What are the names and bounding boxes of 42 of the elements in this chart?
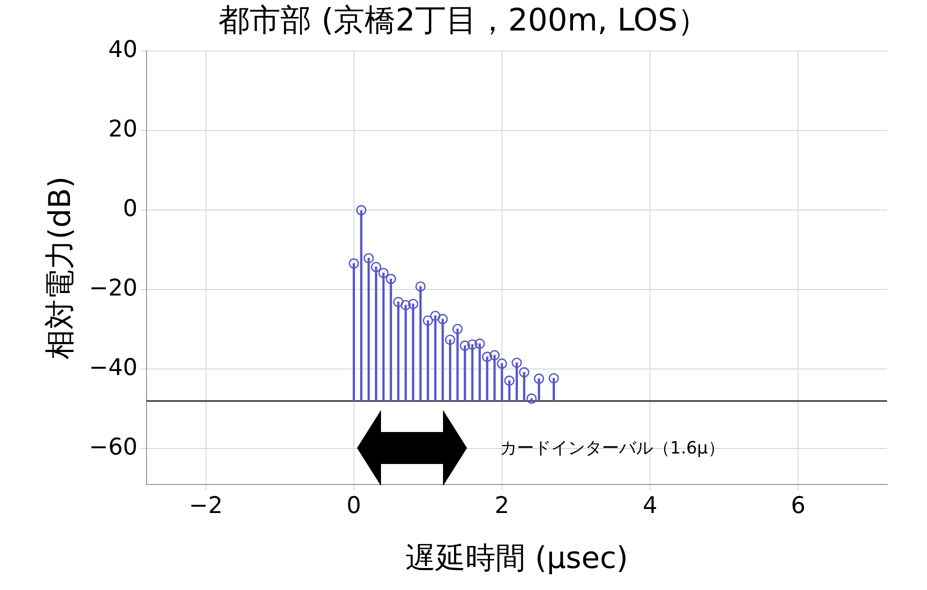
point bbox=[504, 376, 515, 386]
point bbox=[452, 324, 463, 334]
x-tick-label: −2 bbox=[188, 493, 223, 520]
point bbox=[356, 205, 366, 216]
point bbox=[430, 310, 440, 322]
point bbox=[519, 367, 530, 378]
point bbox=[482, 352, 492, 362]
y-tick-label: −60 bbox=[88, 434, 138, 461]
point bbox=[444, 334, 456, 345]
point bbox=[364, 253, 374, 264]
y-axis-title: 相対電力(dB) bbox=[42, 176, 78, 360]
point bbox=[422, 316, 434, 326]
point bbox=[408, 298, 418, 310]
annotation: カードインターバル（1.6μ） bbox=[500, 438, 725, 458]
y-tick-label: 20 bbox=[108, 116, 138, 143]
point bbox=[512, 358, 522, 368]
x-tick-label: 6 bbox=[790, 493, 806, 520]
point bbox=[489, 350, 500, 360]
point bbox=[415, 281, 426, 292]
point bbox=[467, 339, 478, 350]
x-tick-label: 2 bbox=[494, 493, 510, 520]
point bbox=[370, 262, 382, 272]
point bbox=[526, 393, 537, 404]
point bbox=[496, 358, 508, 369]
y-tick-label: 40 bbox=[108, 37, 138, 64]
point bbox=[386, 274, 396, 284]
point bbox=[348, 258, 360, 269]
point bbox=[438, 314, 448, 324]
point bbox=[534, 374, 544, 384]
x-axis-title: 遅延時間 (μsec) bbox=[405, 540, 628, 576]
y-tick-label: −20 bbox=[88, 276, 138, 302]
point bbox=[474, 338, 485, 349]
point bbox=[378, 268, 389, 278]
point bbox=[393, 296, 404, 308]
point bbox=[400, 300, 411, 310]
chart-title: 都市部 (京橋2丁目，200m, LOS） bbox=[218, 2, 708, 39]
y-tick-label: −40 bbox=[88, 355, 138, 382]
y-tick-label: 0 bbox=[122, 196, 138, 222]
x-tick-label: 0 bbox=[346, 493, 362, 520]
x-tick-label: 4 bbox=[642, 493, 658, 520]
point bbox=[460, 340, 470, 351]
point bbox=[548, 373, 559, 384]
